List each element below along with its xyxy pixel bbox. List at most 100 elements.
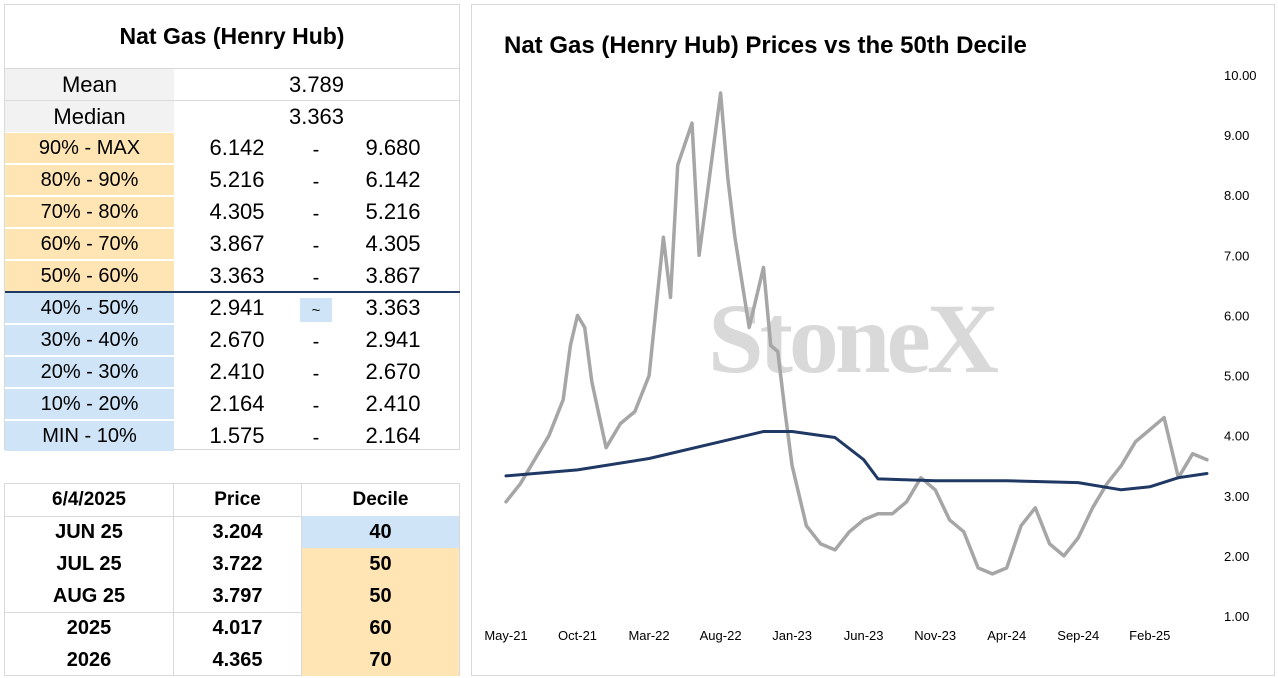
decile-high-value: 2.941 xyxy=(365,327,421,352)
decile-low-value: 6.142 xyxy=(209,135,265,160)
price-series-line xyxy=(504,91,1209,576)
x-tick-label: Aug-22 xyxy=(700,628,742,643)
decile-row: 50% - 60% 3.363 - 3.867 xyxy=(5,260,459,292)
y-tick-label: 9.00 xyxy=(1224,128,1249,143)
decile-separator: - xyxy=(312,426,320,449)
decile-label: 70% - 80% xyxy=(5,197,174,227)
decile-low-value: 2.410 xyxy=(209,359,265,384)
contract-price: 3.204 xyxy=(173,516,301,548)
watermark-logo: StoneX xyxy=(708,283,999,394)
decile-low-value: 3.363 xyxy=(209,263,265,288)
decile-high-value: 3.867 xyxy=(365,263,421,288)
contract-label: JUN 25 xyxy=(55,520,123,543)
decile-row: 70% - 80% 4.305 - 5.216 xyxy=(5,196,459,228)
decile-label: 40% - 50% xyxy=(5,293,174,323)
decile-high-value: 2.164 xyxy=(365,423,421,448)
x-tick-label: Jan-23 xyxy=(772,628,812,643)
decile-high-value: 2.410 xyxy=(365,391,421,416)
chart-panel: Nat Gas (Henry Hub) Prices vs the 50th D… xyxy=(471,4,1275,676)
y-tick-label: 4.00 xyxy=(1224,429,1249,444)
decile-low-value: 2.941 xyxy=(209,295,265,320)
x-tick-label: May-21 xyxy=(484,628,527,643)
decile-label: 50% - 60% xyxy=(5,261,174,291)
decile-row: 20% - 30% 2.410 - 2.670 xyxy=(5,356,459,388)
x-tick-label: Feb-25 xyxy=(1129,628,1170,643)
y-tick-label: 10.00 xyxy=(1224,68,1257,83)
y-tick-label: 2.00 xyxy=(1224,549,1249,564)
contract-decile: 50 xyxy=(301,580,459,612)
price-row: AUG 25 3.797 50 xyxy=(5,580,459,612)
y-tick-label: 7.00 xyxy=(1224,248,1249,263)
decile-separator: - xyxy=(312,170,320,193)
current-decile-marker: ~ xyxy=(300,298,332,322)
y-tick-label: 8.00 xyxy=(1224,188,1249,203)
mean-value: 3.789 xyxy=(288,71,345,97)
decile-row: 30% - 40% 2.670 - 2.941 xyxy=(5,324,459,356)
price-row: 2025 4.017 60 xyxy=(5,612,459,644)
median-series-line xyxy=(504,430,1209,492)
price-chart: StoneX 1.00 2.00 3.00 4.00 5.00 6.00 7.00 8.00 9.… xyxy=(484,68,1257,643)
contract-decile: 40 xyxy=(301,516,459,548)
price-row: 2026 4.365 70 xyxy=(5,644,459,676)
contract-price: 3.797 xyxy=(173,580,301,612)
decile-high-value: 2.670 xyxy=(365,359,421,384)
decile-high-value: 4.305 xyxy=(365,231,421,256)
decile-label: 80% - 90% xyxy=(5,165,174,195)
decile-low-value: 5.216 xyxy=(209,167,265,192)
decile-low-value: 3.867 xyxy=(209,231,265,256)
decile-label: 10% - 20% xyxy=(5,389,174,419)
decile-separator: - xyxy=(312,266,320,289)
decile-high-value: 6.142 xyxy=(365,167,421,192)
decile-row: 40% - 50% 2.941 ~3.363 xyxy=(5,292,459,324)
chart-title: Nat Gas (Henry Hub) Prices vs the 50th D… xyxy=(504,32,1027,59)
decile-low-value: 1.575 xyxy=(209,423,265,448)
contract-price: 4.365 xyxy=(173,644,301,676)
price-row: JUN 25 3.204 40 xyxy=(5,516,459,548)
price-row: JUL 25 3.722 50 xyxy=(5,548,459,580)
decile-separator: - xyxy=(312,362,320,385)
decile-label: 30% - 40% xyxy=(5,325,174,355)
decile-separator: - xyxy=(312,138,320,161)
decile-row: 90% - MAX 6.142 - 9.680 xyxy=(5,132,459,164)
decile-row: 60% - 70% 3.867 - 4.305 xyxy=(5,228,459,260)
contract-decile: 70 xyxy=(301,644,459,676)
decile-label: 60% - 70% xyxy=(5,229,174,259)
median-value: 3.363 xyxy=(288,103,345,129)
decile-row: 80% - 90% 5.216 - 6.142 xyxy=(5,164,459,196)
contract-price: 3.722 xyxy=(173,548,301,580)
median-divider xyxy=(5,291,460,293)
contract-decile: 60 xyxy=(301,612,459,644)
contract-label: AUG 25 xyxy=(52,584,126,607)
decile-row: MIN - 10% 1.575 - 2.164 xyxy=(5,420,459,452)
x-tick-label: Apr-24 xyxy=(987,628,1026,643)
decile-separator: - xyxy=(312,330,320,353)
decile-label: 90% - MAX xyxy=(5,133,174,163)
decile-low-value: 2.670 xyxy=(209,327,265,352)
decile-high-value: 3.363 xyxy=(365,295,421,320)
x-tick-label: Sep-24 xyxy=(1057,628,1099,643)
mean-label: Mean xyxy=(5,69,174,100)
x-tick-label: Nov-23 xyxy=(914,628,956,643)
price-table: 6/4/2025 Price Decile JUN 25 3.204 40 JUL 2… xyxy=(4,483,460,676)
decile-table-title: Nat Gas (Henry Hub) xyxy=(119,23,345,49)
mean-row: Mean 3.789 xyxy=(5,68,459,100)
median-label: Median xyxy=(5,101,174,132)
decile-low-value: 2.164 xyxy=(209,391,265,416)
decile-separator: - xyxy=(312,234,320,257)
header-date: 6/4/2025 xyxy=(52,489,126,510)
y-tick-label: 3.00 xyxy=(1224,489,1249,504)
decile-row: 10% - 20% 2.164 - 2.410 xyxy=(5,388,459,420)
contract-price: 4.017 xyxy=(173,612,301,644)
header-decile: Decile xyxy=(301,484,459,516)
x-tick-label: Oct-21 xyxy=(558,628,597,643)
decile-high-value: 5.216 xyxy=(365,199,421,224)
decile-label: 20% - 30% xyxy=(5,357,174,387)
contract-label: JUL 25 xyxy=(56,552,122,575)
contract-decile: 50 xyxy=(301,548,459,580)
x-tick-label: Jun-23 xyxy=(844,628,884,643)
decile-label: MIN - 10% xyxy=(5,421,174,451)
decile-low-value: 4.305 xyxy=(209,199,265,224)
decile-separator: - xyxy=(312,202,320,225)
median-row: Median 3.363 xyxy=(5,100,459,132)
y-tick-label: 6.00 xyxy=(1224,308,1249,323)
